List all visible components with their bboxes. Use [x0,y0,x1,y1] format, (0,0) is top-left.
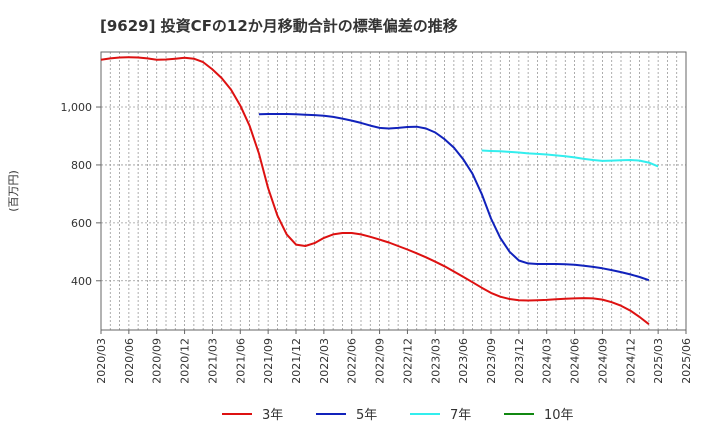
series-line-5年 [258,113,650,282]
x-tick-label: 2021/09 [262,338,275,384]
x-tick-label: 2020/03 [95,338,108,384]
x-tick-label: 2020/12 [179,338,192,384]
x-tick-label: 2024/03 [541,338,554,384]
series-line-3年 [100,56,650,325]
x-tick-label: 2021/12 [290,338,303,384]
grid-layer [101,52,686,330]
legend-label: 5年 [356,408,377,423]
x-tick-label: 2025/03 [652,338,665,384]
y-axis-ticks: 400 600 800 1,000 [61,101,101,288]
x-tick-label: 2023/12 [513,338,526,384]
x-tick-label: 2022/06 [346,338,359,384]
x-tick-label: 2024/09 [596,338,609,384]
x-tick-label: 2023/09 [485,338,498,384]
x-tick-label: 2025/06 [680,338,693,384]
legend-label: 7年 [450,408,471,423]
x-tick-label: 2022/12 [401,338,414,384]
y-tick-label: 600 [71,217,92,230]
legend-label: 10年 [544,408,574,423]
x-tick-label: 2021/03 [206,338,219,384]
y-tick-label: 400 [71,275,92,288]
plot-frame [100,51,687,331]
series-line-7年 [481,149,659,168]
x-tick-label: 2020/09 [151,338,164,384]
x-axis-ticks: 2020/03 2020/06 2020/09 2020/12 2021/03 2021/… [95,330,693,384]
x-tick-label: 2022/03 [318,338,331,384]
x-tick-label: 2024/12 [624,338,637,384]
legend: 3年 5年 7年 10年 [222,408,574,423]
y-tick-label: 1,000 [61,101,93,114]
x-tick-label: 2021/06 [234,338,247,384]
x-tick-label: 2024/06 [569,338,582,384]
legend-label: 3年 [262,408,283,423]
y-tick-label: 800 [71,159,92,172]
series-layer [100,56,659,325]
x-tick-label: 2022/09 [374,338,387,384]
chart-title: [9629] 投資CFの12か月移動合計の標準偏差の推移 [100,17,458,35]
y-axis-label: (百万円) [7,170,20,212]
x-tick-label: 2020/06 [123,338,136,384]
x-tick-label: 2023/03 [429,338,442,384]
x-tick-label: 2023/06 [457,338,470,384]
